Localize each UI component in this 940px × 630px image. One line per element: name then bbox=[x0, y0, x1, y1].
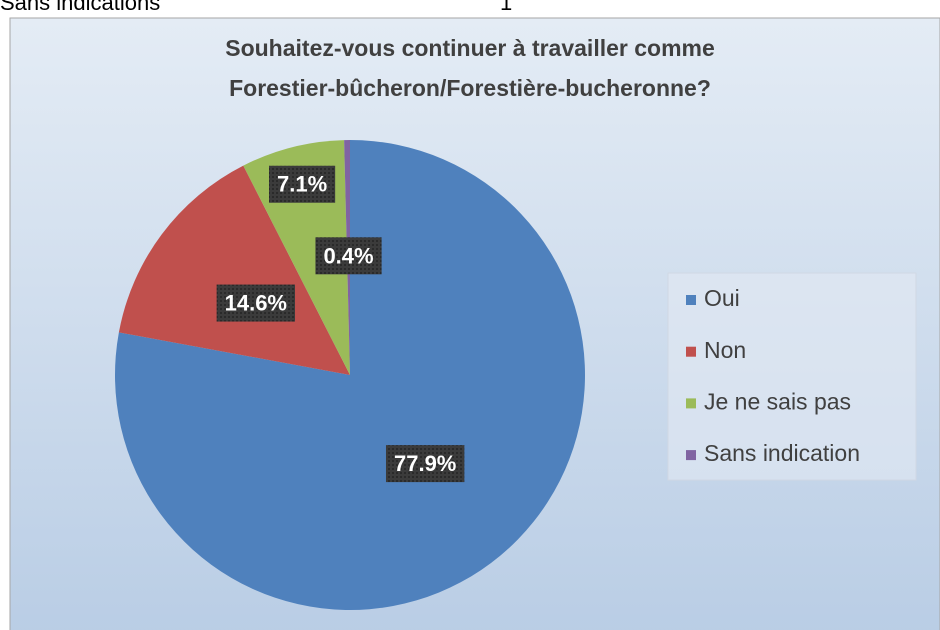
legend-swatch bbox=[686, 450, 696, 461]
data-label-bg bbox=[216, 284, 296, 322]
chart-title: Souhaitez-vous continuer à travailler co… bbox=[225, 35, 715, 61]
data-label-bg bbox=[385, 445, 465, 483]
legend-label: Je ne sais pas bbox=[704, 388, 851, 414]
legend-swatch bbox=[686, 295, 696, 305]
legend-label: Sans indication bbox=[704, 440, 860, 466]
data-label: 7.1% bbox=[277, 172, 327, 197]
data-label: 14.6% bbox=[225, 291, 287, 316]
legend-box bbox=[667, 272, 917, 481]
legend-label: Oui bbox=[704, 285, 740, 311]
legend-swatch bbox=[686, 398, 696, 409]
legend-label: Non bbox=[704, 337, 746, 363]
data-label-bg bbox=[269, 165, 336, 203]
data-label: 77.9% bbox=[394, 451, 456, 476]
header-text: 1 bbox=[500, 0, 512, 15]
data-label-bg bbox=[315, 237, 382, 275]
data-label: 0.4% bbox=[323, 243, 373, 268]
header-text: Sans indications bbox=[0, 0, 160, 15]
legend-swatch bbox=[686, 346, 696, 357]
chart-title: Forestier-bûcheron/Forestière-bucheronne… bbox=[229, 75, 711, 101]
pie-slice bbox=[118, 165, 350, 375]
